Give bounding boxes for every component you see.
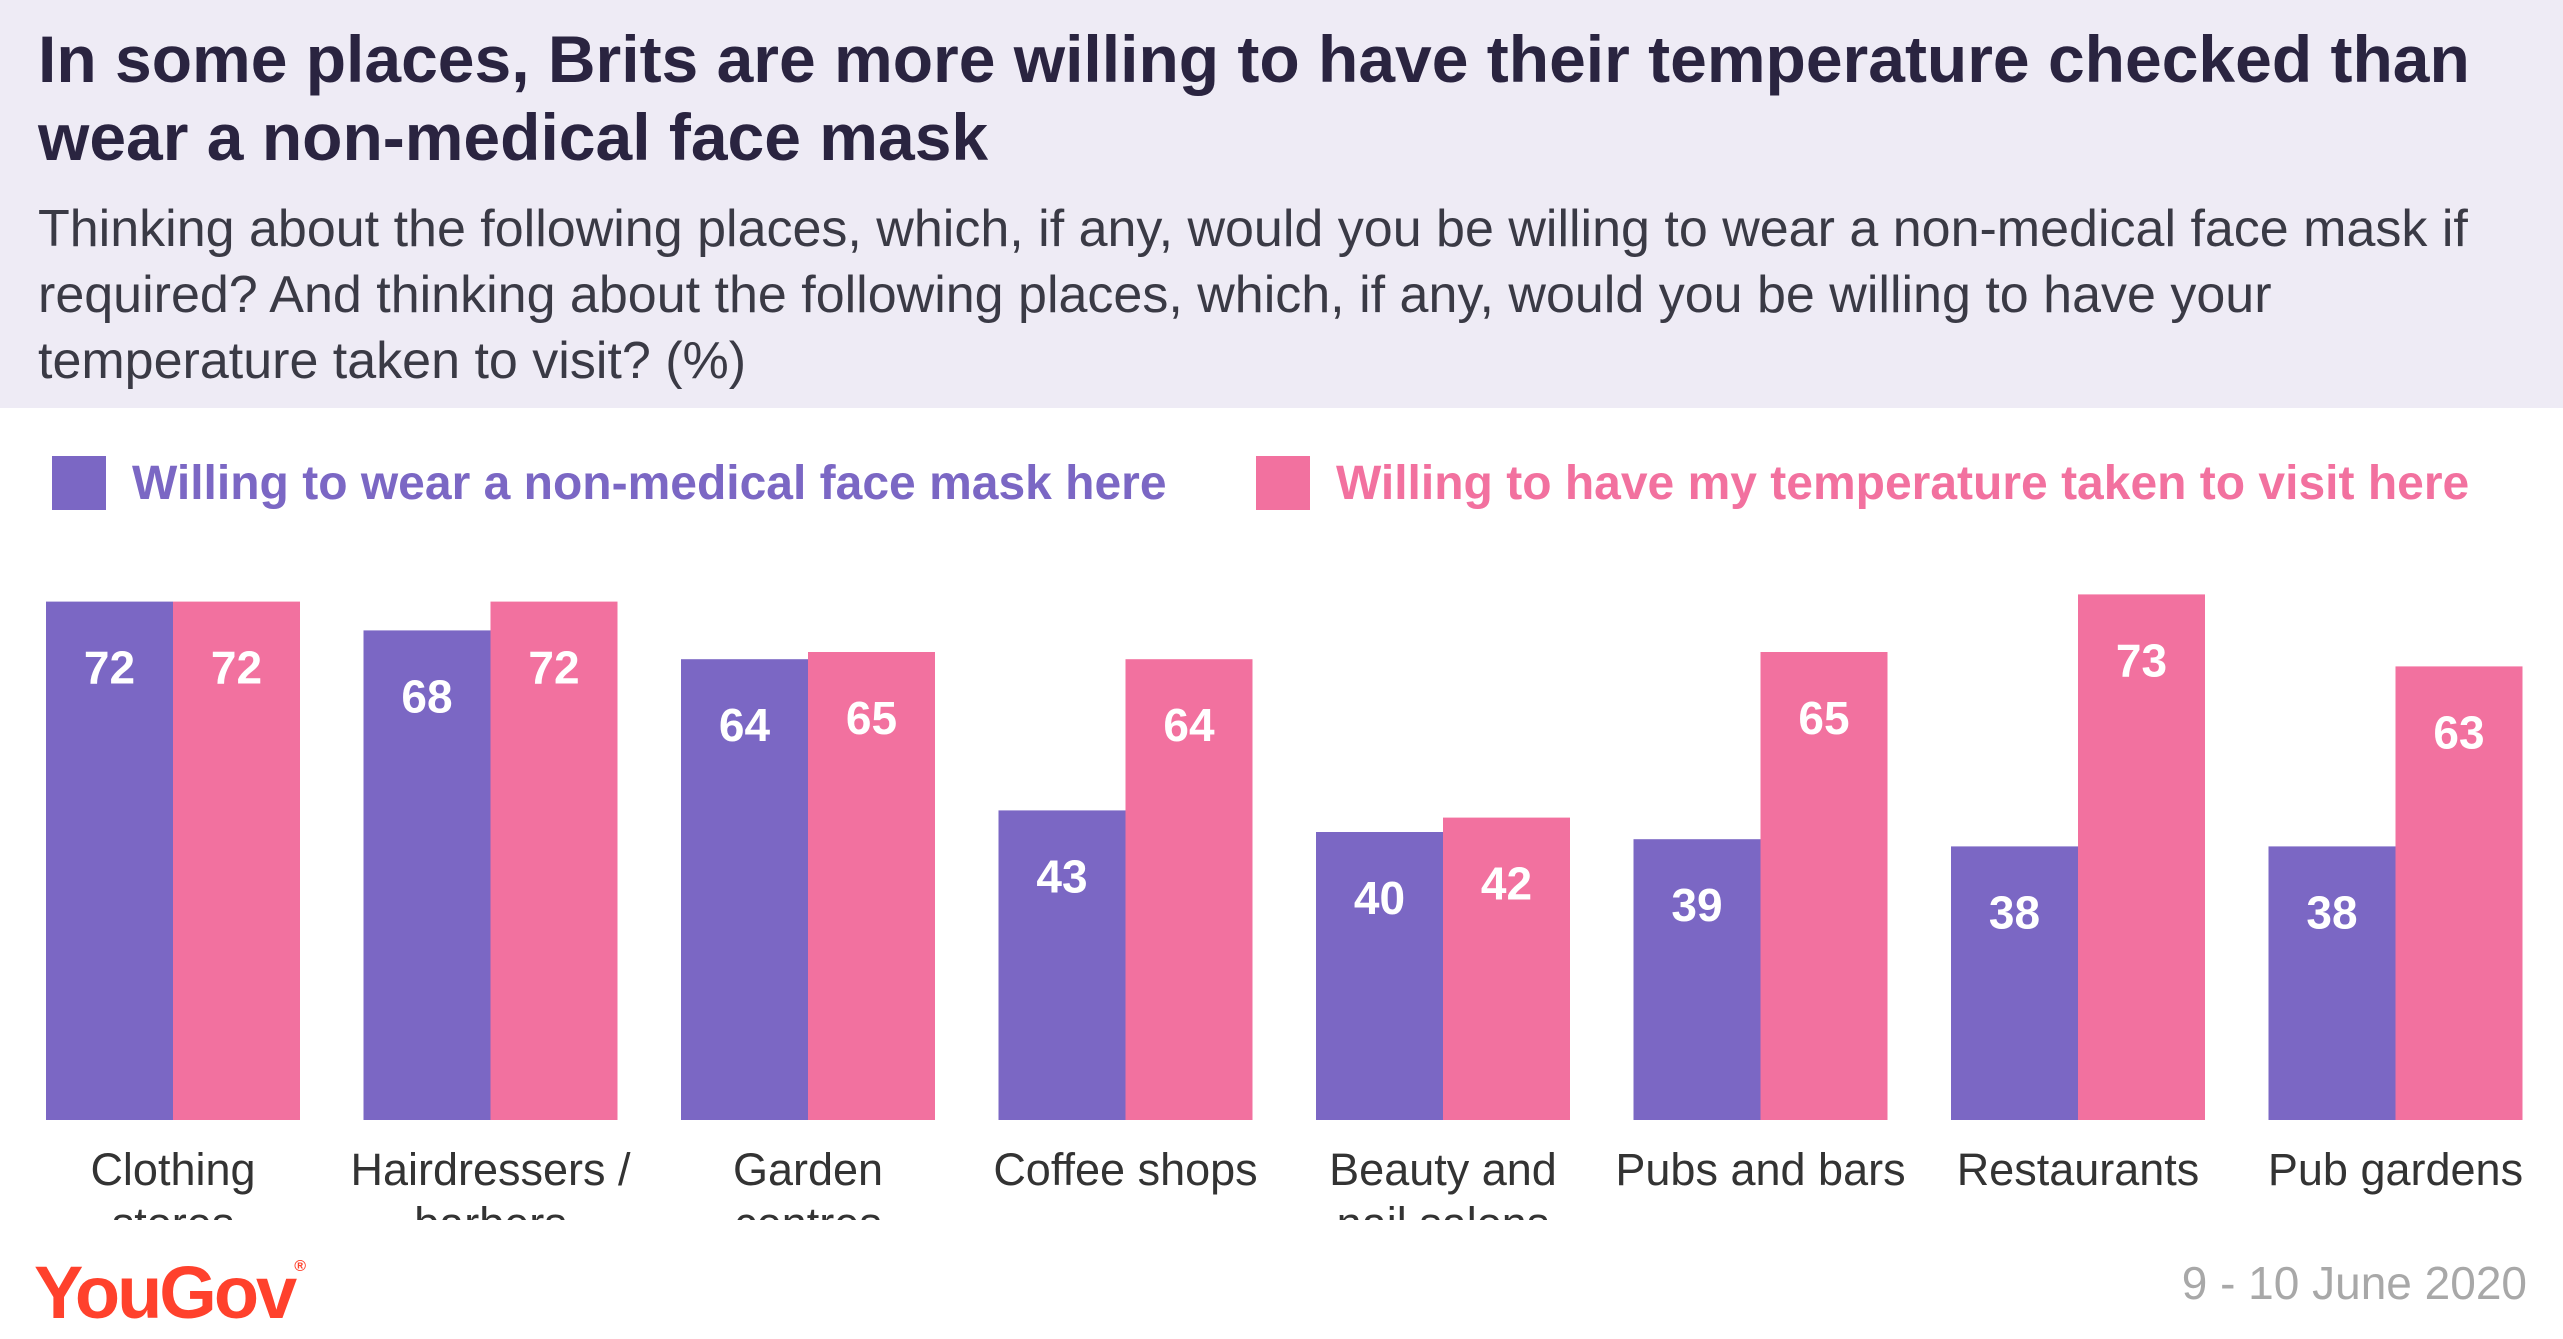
category-label-3: Coffee shops [993, 1144, 1257, 1195]
data-label-mask-2: 64 [719, 699, 771, 751]
category-label-0: Clothing [90, 1144, 255, 1195]
category-label-1-line1: barbers [414, 1198, 567, 1220]
bar-mask-7 [2268, 846, 2396, 1120]
chart-subtitle: Thinking about the following places, whi… [38, 200, 2468, 390]
category-label-6: Restaurants [1957, 1144, 2200, 1195]
logo-text: YouGov [34, 1251, 297, 1334]
legend-label-mask: Willing to wear a non-medical face mask … [132, 456, 1167, 510]
data-label-mask-1: 68 [401, 670, 452, 722]
bar-temperature-2 [808, 652, 935, 1120]
category-label-2-line1: centres [734, 1198, 882, 1220]
legend-swatch-mask [52, 456, 106, 510]
bar-mask-3 [998, 810, 1126, 1120]
data-label-temperature-6: 73 [2116, 634, 2167, 686]
data-label-mask-5: 39 [1671, 879, 1722, 931]
bar-temperature-0 [173, 601, 300, 1120]
legend-label-temperature: Willing to have my temperature taken to … [1336, 456, 2470, 510]
category-label-4: Beauty and [1329, 1144, 1557, 1195]
data-label-temperature-0: 72 [211, 642, 262, 694]
bar-temperature-4 [1443, 817, 1570, 1120]
yougov-logo: YouGov® [34, 1250, 306, 1335]
bar-mask-1 [363, 630, 491, 1120]
category-label-5: Pubs and bars [1615, 1144, 1905, 1195]
logo-registered-mark: ® [294, 1258, 306, 1275]
bar-mask-6 [1951, 846, 2078, 1120]
data-label-mask-7: 38 [2306, 886, 2357, 938]
survey-date: 9 - 10 June 2020 [2181, 1257, 2527, 1309]
data-label-temperature-3: 64 [1163, 699, 1215, 751]
legend-item-temperature: Willing to have my temperature taken to … [1256, 452, 2469, 514]
bar-temperature-1 [490, 601, 618, 1120]
category-label-4-line1: nail salons [1337, 1198, 1550, 1220]
category-label-2: Garden [733, 1144, 883, 1195]
bar-mask-4 [1316, 832, 1443, 1120]
data-label-temperature-5: 65 [1798, 692, 1849, 744]
data-label-mask-3: 43 [1036, 850, 1087, 902]
bar-mask-2 [681, 659, 808, 1120]
data-label-temperature-7: 63 [2433, 706, 2484, 758]
bar-temperature-5 [1760, 652, 1888, 1120]
bar-temperature-3 [1125, 659, 1253, 1120]
data-label-temperature-2: 65 [846, 692, 897, 744]
legend-item-mask: Willing to wear a non-medical face mask … [52, 452, 1167, 514]
category-label-0-line1: stores [112, 1198, 235, 1220]
data-label-mask-0: 72 [84, 642, 135, 694]
header-panel: In some places, Brits are more willing t… [0, 0, 2563, 408]
data-label-mask-6: 38 [1989, 886, 2040, 938]
bar-mask-0 [46, 601, 173, 1120]
category-label-1: Hairdressers / [350, 1144, 631, 1195]
legend-swatch-temperature [1256, 456, 1310, 510]
category-label-7: Pub gardens [2268, 1144, 2523, 1195]
bar-mask-5 [1633, 839, 1761, 1120]
data-label-mask-4: 40 [1354, 872, 1405, 924]
data-label-temperature-4: 42 [1481, 858, 1532, 910]
bar-chart: 72 72 Clothing stores 68 72 Hairdressers / barb… [46, 594, 2523, 1220]
bar-temperature-6 [2078, 594, 2205, 1120]
data-label-temperature-1: 72 [528, 642, 579, 694]
chart-title: In some places, Brits are more willing t… [38, 22, 2470, 174]
bar-temperature-7 [2395, 666, 2523, 1120]
